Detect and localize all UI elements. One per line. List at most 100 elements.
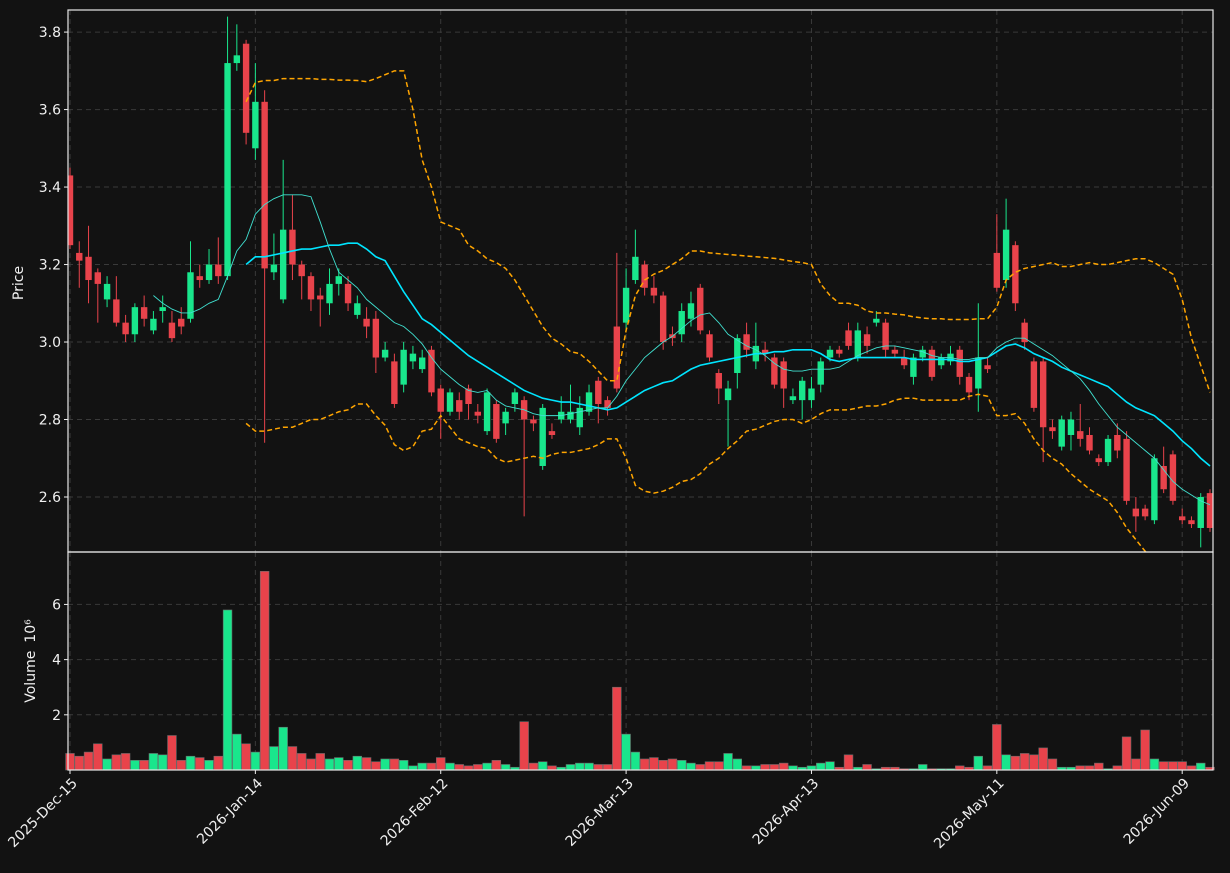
- volume-bar: [473, 764, 483, 771]
- candle-body: [1114, 434, 1121, 451]
- volume-bar: [1131, 758, 1141, 771]
- y-tick-label: 3.0: [39, 335, 61, 351]
- volume-plot: [65, 552, 1215, 771]
- y-axis-label: Volume 10⁶: [23, 619, 39, 703]
- candle-body: [428, 349, 435, 393]
- volume-bar: [445, 762, 455, 771]
- volume-bar: [584, 762, 594, 771]
- candle-body: [928, 349, 936, 377]
- candle-body: [993, 252, 1001, 288]
- volume-bar: [695, 764, 705, 771]
- volume-bar: [426, 762, 437, 771]
- candle-body: [1067, 419, 1075, 435]
- candle-body: [576, 407, 583, 428]
- candle-body: [836, 349, 843, 354]
- overlay-line: [153, 194, 1211, 506]
- candle-body: [94, 272, 102, 284]
- candle-body: [1141, 508, 1149, 517]
- volume-bar: [176, 760, 186, 771]
- candle-body: [734, 338, 741, 374]
- candle-body: [743, 334, 750, 350]
- volume-bar: [65, 753, 75, 771]
- volume-bar: [788, 765, 798, 771]
- volume-bar: [714, 761, 724, 771]
- volume-bar: [1094, 762, 1104, 771]
- volume-bar: [1158, 761, 1169, 771]
- candle-body: [1169, 454, 1177, 501]
- volume-bar: [917, 764, 928, 771]
- volume-bar: [1112, 765, 1123, 771]
- volume-bar: [769, 764, 780, 771]
- candle-body: [780, 361, 787, 389]
- volume-bar: [816, 762, 826, 771]
- candle-body: [548, 431, 556, 435]
- y-tick-label: 3.2: [39, 258, 61, 274]
- candle-body: [530, 419, 537, 424]
- candle-body: [761, 349, 769, 354]
- candle-body: [1188, 520, 1195, 525]
- candle-body: [808, 388, 815, 401]
- candle-body: [68, 175, 74, 246]
- candle-body: [789, 396, 797, 401]
- volume-bar: [658, 760, 668, 771]
- candle-body: [317, 295, 324, 300]
- volume-bar: [1149, 758, 1160, 771]
- y-tick-label: 6: [52, 597, 61, 613]
- volume-bar: [1019, 753, 1030, 771]
- volume-bar: [806, 765, 817, 771]
- volume-bar: [204, 760, 214, 771]
- candle-body: [845, 330, 852, 346]
- candle-body: [159, 307, 166, 312]
- candle-body: [85, 256, 92, 281]
- y-axis-label-text: Volume: [23, 651, 39, 703]
- volume-bar: [519, 721, 529, 771]
- candle-body: [567, 411, 574, 420]
- volume-bar: [185, 755, 196, 771]
- volume-bar: [130, 760, 140, 771]
- volume-bar: [148, 753, 159, 771]
- volume-bar: [973, 755, 983, 771]
- volume-bar: [1001, 754, 1011, 771]
- volume-bar: [982, 765, 993, 771]
- volume-bar: [324, 758, 335, 771]
- candle-body: [233, 55, 241, 64]
- overlay-line: [245, 242, 1211, 467]
- candle-body: [1086, 434, 1093, 451]
- price-plot: [68, 10, 1213, 552]
- candle-body: [196, 276, 203, 281]
- volume-bar: [93, 743, 103, 771]
- candle-body: [956, 349, 963, 377]
- candle-body: [650, 287, 658, 296]
- volume-bar: [343, 760, 353, 771]
- volume-bar: [741, 765, 752, 771]
- volume-bar: [843, 754, 854, 771]
- candle-body: [270, 264, 278, 273]
- candle-body: [289, 229, 296, 265]
- candle-body: [122, 322, 129, 335]
- volume-bar: [287, 746, 298, 771]
- candle-body: [632, 256, 639, 281]
- volume-bar: [649, 757, 659, 771]
- candle-body: [641, 264, 648, 288]
- candle-body: [381, 349, 389, 358]
- volume-bar: [361, 757, 372, 771]
- volume-bar: [593, 764, 603, 771]
- candle-body: [344, 283, 352, 304]
- candle-body: [465, 388, 472, 405]
- candle-body: [938, 357, 945, 366]
- volume-bar: [352, 755, 363, 771]
- volume-bar: [751, 765, 761, 771]
- candle-body: [984, 365, 991, 370]
- volume-bar: [1186, 765, 1197, 771]
- volume-bar: [639, 758, 650, 771]
- volume-bar: [250, 751, 261, 771]
- candle-body: [391, 361, 398, 405]
- y-tick-label: 2: [52, 708, 61, 724]
- volume-bar: [723, 753, 733, 771]
- candle-body: [354, 303, 361, 315]
- y-tick-label: 3.4: [39, 180, 61, 196]
- candle-body: [622, 287, 630, 323]
- volume-bar: [862, 764, 872, 771]
- candle-body: [279, 229, 287, 300]
- volume-bar: [528, 762, 539, 771]
